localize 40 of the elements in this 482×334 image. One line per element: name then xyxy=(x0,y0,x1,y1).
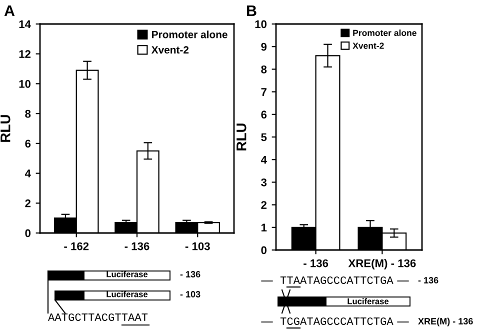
x-tick-label: - 103 xyxy=(185,242,210,250)
y-tick-label: 10 xyxy=(19,80,31,88)
x-tick-label: - 136 xyxy=(124,242,150,250)
y-tick-label: 8 xyxy=(25,110,31,118)
y-tick-label: 5 xyxy=(261,133,267,142)
y-tick-label: 3 xyxy=(261,178,267,186)
y-axis-title: RLU xyxy=(0,115,10,142)
y-axis-title: RLU xyxy=(236,124,246,150)
text: AATGCTTACGTTAAT xyxy=(48,313,148,321)
y-tick-label: 0 xyxy=(261,246,267,254)
y-tick-label: 6 xyxy=(25,140,31,148)
y-tick-label: 1 xyxy=(261,224,267,232)
y-tick-label: 12 xyxy=(19,50,31,58)
legend-label: Promoter alone xyxy=(353,30,416,36)
text: Luciferase xyxy=(106,271,148,278)
text: XRE(M) - 136 xyxy=(418,318,473,326)
y-tick-label: 4 xyxy=(260,156,267,164)
y-tick-label: 6 xyxy=(261,110,267,119)
legend-label: Xvent-2 xyxy=(151,46,189,54)
y-tick-label: 0 xyxy=(25,229,31,238)
y-tick-label: 10 xyxy=(255,20,267,28)
text: - 136 xyxy=(180,271,200,278)
y-tick-label: 2 xyxy=(25,199,31,208)
text: Luciferase xyxy=(348,298,389,304)
chart-title: A xyxy=(4,5,15,16)
text: Luciferase xyxy=(106,291,148,298)
y-tick-label: 9 xyxy=(261,42,267,51)
y-tick-label: 7 xyxy=(261,88,266,96)
chart-title: B xyxy=(247,5,256,16)
text: - 136 xyxy=(418,277,438,284)
text: TCGATAGCCCATTCTGA xyxy=(280,317,394,325)
x-tick-label: - 162 xyxy=(64,242,89,250)
text: TTAATAGCCCATTCTGA xyxy=(280,276,394,284)
text: - 103 xyxy=(180,291,200,298)
legend-label: Promoter alone xyxy=(152,30,228,38)
y-tick-label: 14 xyxy=(19,20,31,28)
y-tick-label: 4 xyxy=(24,170,31,178)
y-tick-label: 8 xyxy=(261,65,267,74)
y-tick-label: 2 xyxy=(261,201,267,209)
legend-label: Xvent-2 xyxy=(352,42,384,49)
